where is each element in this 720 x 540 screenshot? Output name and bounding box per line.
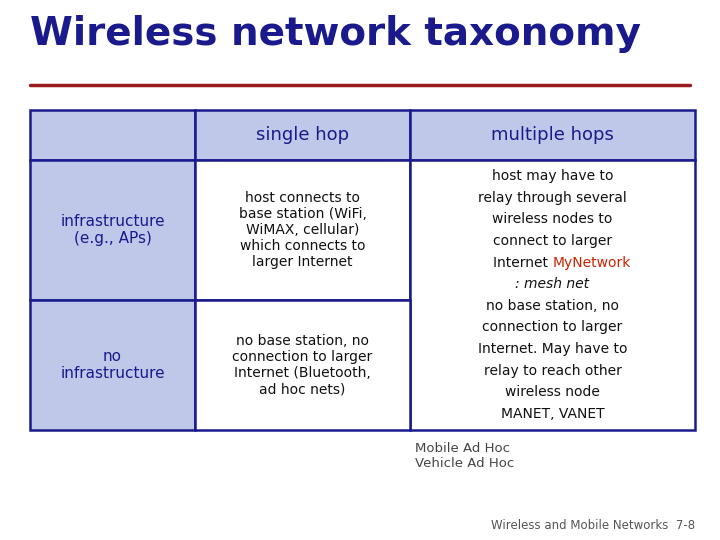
Text: Mobile Ad Hoc
Vehicle Ad Hoc: Mobile Ad Hoc Vehicle Ad Hoc [415, 442, 514, 470]
Text: host may have to: host may have to [492, 169, 613, 183]
Bar [30, 300, 195, 430]
Text: relay to reach other: relay to reach other [484, 363, 621, 377]
Bar [410, 110, 695, 160]
Text: infrastructure
(e.g., APs): infrastructure (e.g., APs) [60, 214, 165, 246]
Text: no base station, no
connection to larger
Internet (Bluetooth,
ad hoc nets): no base station, no connection to larger… [233, 334, 373, 396]
Text: Wireless and Mobile Networks  7-8: Wireless and Mobile Networks 7-8 [491, 519, 695, 532]
Text: no
infrastructure: no infrastructure [60, 349, 165, 381]
Text: wireless node: wireless node [505, 385, 600, 399]
Text: Internet. May have to: Internet. May have to [478, 342, 627, 356]
Bar [195, 160, 410, 300]
Text: connection to larger: connection to larger [482, 320, 623, 334]
Text: MANET, VANET: MANET, VANET [500, 407, 604, 421]
Text: Internet: Internet [493, 255, 552, 269]
Text: MyNetwork: MyNetwork [552, 255, 631, 269]
Bar [410, 160, 695, 430]
Text: Wireless network taxonomy: Wireless network taxonomy [30, 15, 641, 53]
Text: relay through several: relay through several [478, 191, 627, 205]
Bar [195, 110, 410, 160]
Text: no base station, no: no base station, no [486, 299, 619, 313]
Text: wireless nodes to: wireless nodes to [492, 212, 613, 226]
Bar [195, 300, 410, 430]
Bar [30, 110, 195, 160]
Text: single hop: single hop [256, 126, 349, 144]
Text: : mesh net: : mesh net [516, 277, 590, 291]
Text: connect to larger: connect to larger [493, 234, 612, 248]
Bar [30, 160, 195, 300]
Text: host connects to
base station (WiFi,
WiMAX, cellular)
which connects to
larger I: host connects to base station (WiFi, WiM… [238, 191, 366, 269]
Text: multiple hops: multiple hops [491, 126, 614, 144]
